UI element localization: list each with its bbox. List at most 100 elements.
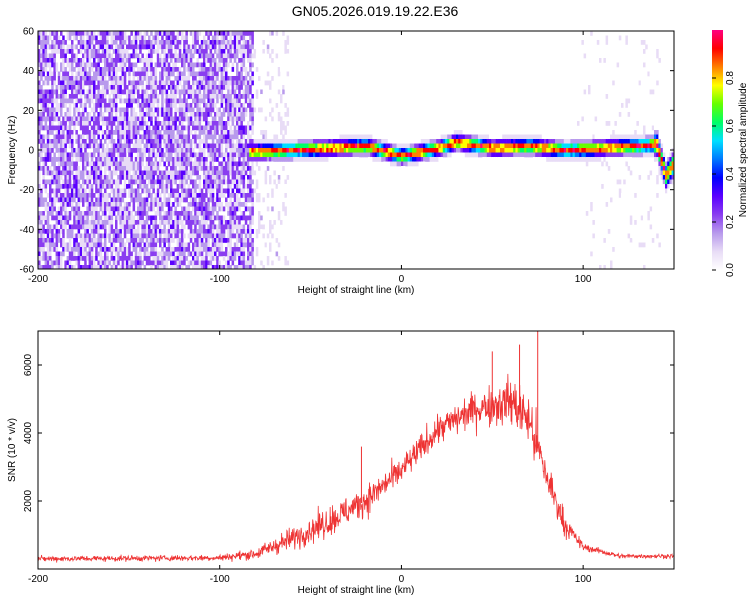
heatmap-cell <box>119 125 122 131</box>
heatmap-cell <box>82 125 85 131</box>
heatmap-cell <box>128 220 131 225</box>
heatmap-cell <box>57 157 61 162</box>
heatmap-cell <box>152 179 155 185</box>
heatmap-cell <box>187 80 191 86</box>
heatmap-cell <box>214 58 217 63</box>
heatmap-cell <box>423 143 426 149</box>
heatmap-cell <box>392 161 395 167</box>
heatmap-cell <box>176 197 180 203</box>
heatmap-cell <box>130 130 133 135</box>
heatmap-cell <box>134 40 138 45</box>
heatmap-cell <box>280 152 283 158</box>
heatmap-cell <box>46 98 50 104</box>
heatmap-cell <box>42 98 45 104</box>
heatmap-cell <box>220 206 224 212</box>
heatmap-cell <box>49 31 52 36</box>
heatmap-cell <box>150 247 153 252</box>
heatmap-cell <box>132 148 136 153</box>
heatmap-cell <box>46 116 50 122</box>
heatmap-cell <box>227 175 230 180</box>
heatmap-cell <box>251 121 254 126</box>
heatmap-cell <box>178 44 182 50</box>
heatmap-cell <box>154 80 158 86</box>
heatmap-cell <box>112 143 116 149</box>
heatmap-cell <box>156 170 160 176</box>
heatmap-cell <box>62 161 65 167</box>
heatmap-cell <box>216 139 219 144</box>
heatmap-cell <box>38 166 41 171</box>
heatmap-cell <box>53 40 56 45</box>
heatmap-cell <box>55 134 59 140</box>
heatmap-cell <box>183 35 186 41</box>
heatmap-cell <box>361 139 364 144</box>
heatmap-cell <box>71 89 74 95</box>
heatmap-cell <box>119 256 122 261</box>
heatmap-cell <box>167 233 171 239</box>
heatmap-cell <box>361 152 364 158</box>
heatmap-cell <box>192 31 195 36</box>
heatmap-cell <box>189 148 193 153</box>
heatmap-cell <box>97 242 100 248</box>
heatmap-cell <box>240 94 243 99</box>
heatmap-cell <box>200 148 204 153</box>
heatmap-cell <box>112 76 116 81</box>
heatmap-cell <box>286 157 290 162</box>
heatmap-cell <box>139 116 142 122</box>
heatmap-cell <box>167 179 171 185</box>
heatmap-cell <box>181 247 184 252</box>
heatmap-cell <box>233 44 237 50</box>
heatmap-cell <box>238 103 241 108</box>
heatmap-cell <box>242 193 246 198</box>
heatmap-cell <box>55 62 59 68</box>
heatmap-cell <box>383 148 386 153</box>
heatmap-cell <box>128 103 131 108</box>
heatmap-cell <box>79 251 83 257</box>
heatmap-cell <box>79 40 83 45</box>
heatmap-cell <box>207 202 210 207</box>
heatmap-cell <box>220 143 224 149</box>
heatmap-cell <box>66 220 70 225</box>
heatmap-cell <box>255 175 259 180</box>
heatmap-cell <box>240 179 243 185</box>
heatmap-cell <box>227 238 230 243</box>
heatmap-cell <box>229 112 232 117</box>
heatmap-cell <box>236 44 239 50</box>
heatmap-cell <box>420 148 424 153</box>
heatmap-cell <box>134 44 138 50</box>
heatmap-cell <box>75 152 78 158</box>
heatmap-cell <box>205 233 208 239</box>
heatmap-cell <box>86 175 89 180</box>
heatmap-cell <box>205 220 208 225</box>
heatmap-cell <box>64 193 67 198</box>
heatmap-cell <box>121 143 125 149</box>
heatmap-cell <box>73 58 76 63</box>
heatmap-cell <box>240 143 243 149</box>
heatmap-cell <box>288 148 292 153</box>
heatmap-cell <box>198 62 202 68</box>
heatmap-cell <box>183 175 186 180</box>
heatmap-cell <box>119 148 122 153</box>
heatmap-cell <box>99 125 103 131</box>
heatmap-cell <box>253 139 257 144</box>
heatmap-cell <box>288 139 292 144</box>
heatmap-cell <box>62 193 65 198</box>
heatmap-cell <box>174 152 177 158</box>
heatmap-cell <box>354 152 358 158</box>
heatmap-cell <box>253 148 257 153</box>
heatmap-cell <box>189 31 193 36</box>
heatmap-cell <box>130 103 133 108</box>
heatmap-cell <box>387 157 391 162</box>
heatmap-cell <box>240 71 243 77</box>
heatmap-cell <box>185 148 188 153</box>
heatmap-cell <box>68 35 72 41</box>
heatmap-cell <box>57 40 61 45</box>
heatmap-cell <box>148 67 151 72</box>
heatmap-cell <box>200 188 204 194</box>
heatmap-cell <box>225 40 228 45</box>
heatmap-cell <box>262 49 265 54</box>
heatmap-cell <box>176 80 180 86</box>
heatmap-cell <box>244 49 248 54</box>
heatmap-cell <box>110 157 114 162</box>
heatmap-cell <box>66 161 70 167</box>
heatmap-cell <box>225 251 228 257</box>
